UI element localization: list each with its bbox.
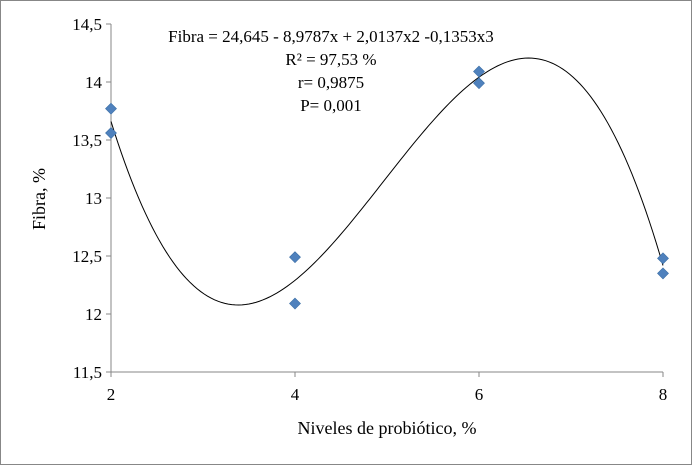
y-axis-ticks: 11,5 12 12,5 13 13,5 14 14,5: [72, 15, 111, 382]
data-point: [105, 127, 117, 139]
data-point: [289, 297, 301, 310]
data-point: [657, 267, 669, 280]
y-axis-title: Fibra, %: [29, 168, 49, 230]
y-tick-label: 12,5: [72, 247, 102, 266]
y-tick-label: 13: [85, 189, 102, 208]
x-tick-label: 8: [659, 385, 668, 404]
data-point: [105, 102, 117, 115]
equation-label: Fibra = 24,645 - 8,9787x + 2,0137x2 -0,1…: [168, 27, 494, 46]
y-tick-label: 14: [85, 73, 103, 92]
y-tick-label: 13,5: [72, 131, 102, 150]
x-tick-label: 2: [107, 385, 116, 404]
data-point: [289, 251, 301, 264]
x-tick-label: 4: [291, 385, 300, 404]
x-tick-label: 6: [475, 385, 484, 404]
y-tick-label: 14,5: [72, 15, 102, 34]
x-axis-title: Niveles de probiótico, %: [298, 418, 477, 438]
data-point: [473, 65, 485, 78]
x-axis-ticks: 2 4 6 8: [107, 372, 668, 404]
trendline: [110, 57, 664, 306]
data-point: [657, 252, 669, 265]
p-value-label: P= 0,001: [300, 96, 362, 115]
data-points: [105, 65, 669, 310]
r-squared-label: R² = 97,53 %: [285, 50, 376, 69]
y-tick-label: 11,5: [73, 363, 102, 382]
r-label: r= 0,9875: [298, 73, 364, 92]
data-point: [473, 77, 485, 90]
y-tick-label: 12: [85, 305, 102, 324]
